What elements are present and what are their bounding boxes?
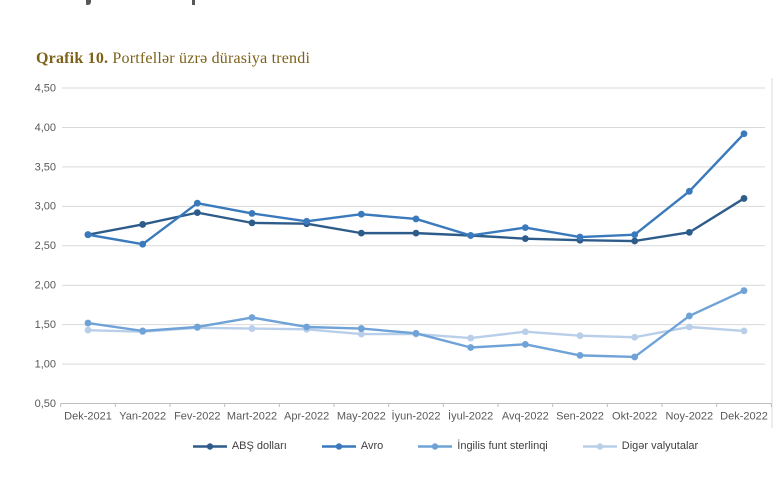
legend-marker-line-icon [582, 442, 617, 450]
x-axis-tick-label: Avq-2022 [502, 411, 549, 423]
x-axis-tick-label: Dek-2022 [720, 411, 768, 423]
x-axis-tick-label: Yan-2022 [119, 411, 166, 423]
x-axis-tick-label: İyul-2022 [448, 410, 493, 423]
series-point [139, 327, 147, 335]
series-point [193, 323, 201, 331]
chart-title-text: Portfellər üzrə dürasiya trendi [108, 50, 311, 67]
series-point [740, 287, 748, 295]
series-point [84, 326, 92, 334]
series-point [412, 329, 420, 337]
x-axis-tick-label: May-2022 [337, 411, 386, 423]
legend-label: ABŞ dolları [231, 440, 287, 452]
series-point [139, 221, 147, 228]
x-axis-tick-label: Noy-2022 [665, 411, 713, 423]
series-point [576, 233, 584, 241]
series-point [193, 209, 201, 217]
series-point [576, 332, 584, 340]
series-point [576, 351, 584, 359]
x-axis-tick-label: Okt-2022 [612, 411, 657, 423]
series-point [685, 228, 693, 236]
y-axis-tick-label: 3,00 [35, 201, 56, 213]
y-axis-tick-label: 1,50 [35, 319, 56, 331]
series-point [740, 130, 748, 138]
series-point [521, 328, 529, 336]
series-point [631, 231, 639, 239]
series-point [685, 323, 693, 331]
legend-label: Digər valyutalar [621, 440, 699, 452]
y-axis-tick-label: 1,00 [35, 358, 56, 370]
series-point [248, 210, 256, 217]
cropped-text-artifact [86, 0, 91, 5]
series-point [467, 344, 475, 351]
series-point [685, 312, 693, 320]
x-axis-tick-label: İyun-2022 [392, 410, 441, 423]
series-point [357, 229, 365, 237]
legend-marker-line-icon [321, 442, 356, 450]
series-point [467, 232, 475, 239]
x-axis-tick-label: Sen-2022 [556, 411, 604, 423]
legend-marker-line-icon [418, 442, 453, 450]
series-point [139, 240, 147, 248]
series-line-2 [86, 289, 746, 359]
series-line-1 [86, 132, 746, 246]
chart-title-prefix: Qrafik 10. [36, 50, 109, 67]
series-point [248, 314, 256, 321]
legend-item-avro: Avro [321, 440, 383, 452]
chart-legend: ABŞ dolları Avro İngilis funt sterlinqi … [120, 440, 770, 452]
series-point [412, 215, 420, 223]
series-point [303, 217, 311, 225]
chart-title: Qrafik 10. Portfellər üzrə dürasiya tren… [36, 50, 310, 68]
x-axis-tick-label: Mart-2022 [227, 411, 277, 423]
legend-label: Avro [360, 440, 384, 452]
series-point [740, 195, 748, 202]
series-point [357, 325, 365, 332]
x-axis-tick-label: Apr-2022 [284, 411, 329, 423]
series-point [357, 330, 365, 338]
series-point [303, 323, 311, 331]
y-axis-tick-label: 2,50 [35, 240, 56, 252]
series-point [248, 219, 256, 227]
legend-item-funt-sterlinqi: İngilis funt sterlinqi [417, 440, 548, 452]
y-axis-tick-label: 4,00 [35, 122, 56, 134]
series-point [357, 210, 365, 218]
series-point [631, 237, 639, 245]
y-axis-tick-label: 4,50 [35, 82, 56, 94]
series-point [631, 353, 639, 361]
y-axis-tick-label: 0,50 [35, 398, 56, 410]
series-point [521, 235, 529, 243]
legend-label: İngilis funt sterlinqi [457, 440, 548, 452]
y-axis-tick-label: 3,50 [35, 161, 56, 173]
series-point [248, 325, 256, 332]
legend-marker-line-icon [192, 442, 227, 450]
x-axis-tick-label: Dek-2021 [64, 411, 112, 423]
series-point [521, 224, 529, 232]
series-point [685, 187, 693, 195]
y-axis-tick-label: 2,00 [35, 280, 56, 292]
legend-item-abs-dollari: ABŞ dolları [192, 440, 287, 452]
x-axis-tick-label: Fev-2022 [174, 411, 220, 423]
series-point [84, 231, 92, 239]
legend-item-diger-valyutalar: Digər valyutalar [582, 440, 698, 452]
series-point [193, 199, 201, 207]
series-point [467, 334, 475, 342]
series-point [631, 333, 639, 341]
cropped-text-artifact [192, 0, 195, 5]
series-point [84, 319, 92, 327]
series-point [412, 229, 420, 237]
series-point [521, 340, 529, 348]
series-point [740, 327, 748, 335]
